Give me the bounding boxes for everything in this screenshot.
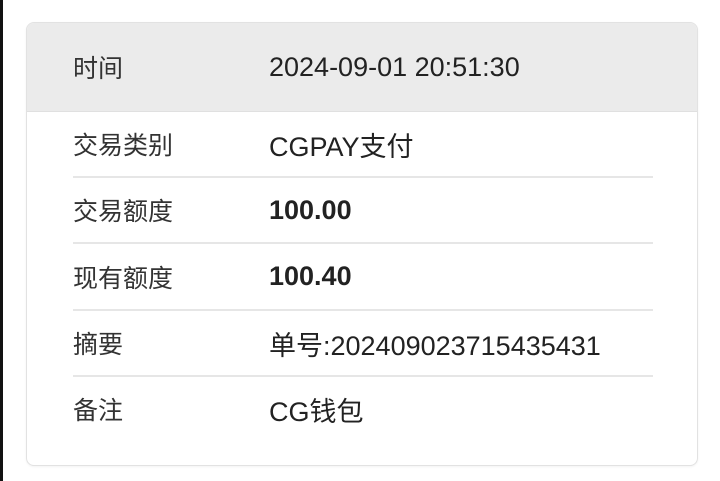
- row-type: 交易类别 CGPAY支付: [73, 112, 653, 178]
- row-remark: 备注 CG钱包: [73, 377, 653, 441]
- row-balance: 现有额度 100.40: [73, 244, 653, 311]
- label-summary: 摘要: [73, 330, 124, 359]
- value-time: 2024-09-01 20:51:30: [269, 51, 520, 82]
- label-time: 时间: [73, 54, 124, 83]
- label-type: 交易类别: [73, 131, 174, 160]
- label-balance: 现有额度: [73, 263, 174, 293]
- value-summary: 单号:202409023715435431: [269, 330, 601, 361]
- value-balance: 100.40: [269, 261, 352, 291]
- value-remark: CG钱包: [269, 396, 364, 427]
- row-summary: 摘要 单号:202409023715435431: [73, 311, 653, 377]
- value-type: CGPAY支付: [269, 131, 414, 162]
- screen-edge: [0, 0, 3, 481]
- row-time: 时间 2024-09-01 20:51:30: [27, 23, 697, 112]
- row-amount: 交易额度 100.00: [73, 178, 653, 244]
- label-amount: 交易额度: [73, 197, 174, 226]
- transaction-detail-card: 时间 2024-09-01 20:51:30 交易类别 CGPAY支付 交易额度…: [26, 22, 698, 466]
- label-remark: 备注: [73, 396, 124, 425]
- value-amount: 100.00: [269, 194, 352, 225]
